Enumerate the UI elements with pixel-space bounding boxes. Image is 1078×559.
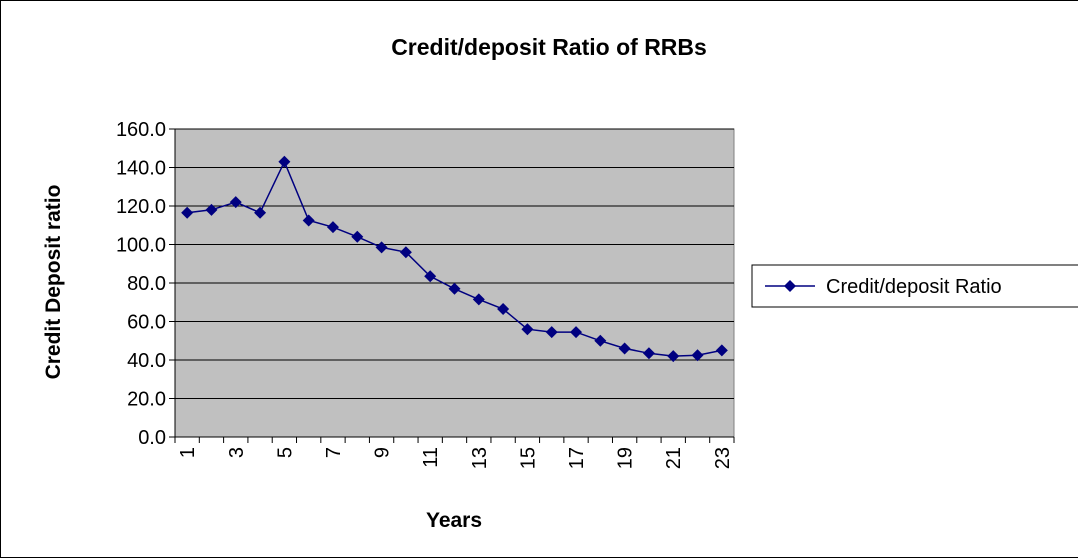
data-point [399,246,412,259]
data-point [278,155,291,168]
legend: Credit/deposit Ratio [751,264,1078,308]
x-tick-label: 1 [177,447,199,458]
series-credit-deposit-ratio [181,155,728,363]
data-point [618,342,631,355]
x-tick-label: 5 [274,447,296,458]
y-tick-label: 100.0 [116,235,166,257]
data-point [642,347,655,360]
y-tick-label: 80.0 [127,273,166,295]
data-point [667,350,680,363]
data-point [497,302,510,315]
data-point [448,282,461,295]
x-tick-label: 13 [469,447,491,469]
data-point [254,206,267,219]
y-tick-label: 120.0 [116,196,166,218]
legend-label: Credit/deposit Ratio [826,276,1002,298]
data-point [521,323,534,336]
x-tick-label: 23 [712,447,734,469]
y-tick-label: 20.0 [127,389,166,411]
data-point [181,206,194,219]
data-point [594,334,607,347]
data-point [424,270,437,283]
x-tick-label: 21 [663,447,685,469]
x-tick-label: 17 [566,447,588,469]
x-tick-label: 7 [323,447,345,458]
data-point [229,196,242,209]
chart-title: Credit/deposit Ratio of RRBs [391,34,707,60]
x-axis: 1 3 5 7 9 11 13 15 17 19 21 23 [174,436,735,469]
data-point [205,203,218,216]
x-tick-label: 9 [372,447,394,458]
data-point [326,221,339,234]
x-tick-label: 19 [615,447,637,469]
y-axis-title: Credit Deposit ratio [42,185,65,380]
x-tick-label: 11 [420,447,442,468]
y-tick-label: 60.0 [127,312,166,334]
data-point [715,344,728,357]
y-tick-label: 140.0 [116,158,166,180]
data-point [472,293,485,306]
y-tick-label: 40.0 [127,350,166,372]
legend-marker [784,280,796,292]
x-axis-title: Years [426,509,482,532]
y-axis: 0.0 20.0 40.0 60.0 80.0 100.0 120.0 140.0 160.0 [116,119,176,449]
data-point [375,241,388,254]
y-tick-label: 0.0 [138,427,166,449]
x-tick-label: 15 [517,447,539,469]
data-point [570,326,583,339]
x-tick-label: 3 [226,447,248,458]
data-point [545,326,558,339]
data-point [691,349,704,362]
data-point [302,214,315,227]
y-tick-label: 160.0 [116,119,166,141]
data-point [351,230,364,243]
